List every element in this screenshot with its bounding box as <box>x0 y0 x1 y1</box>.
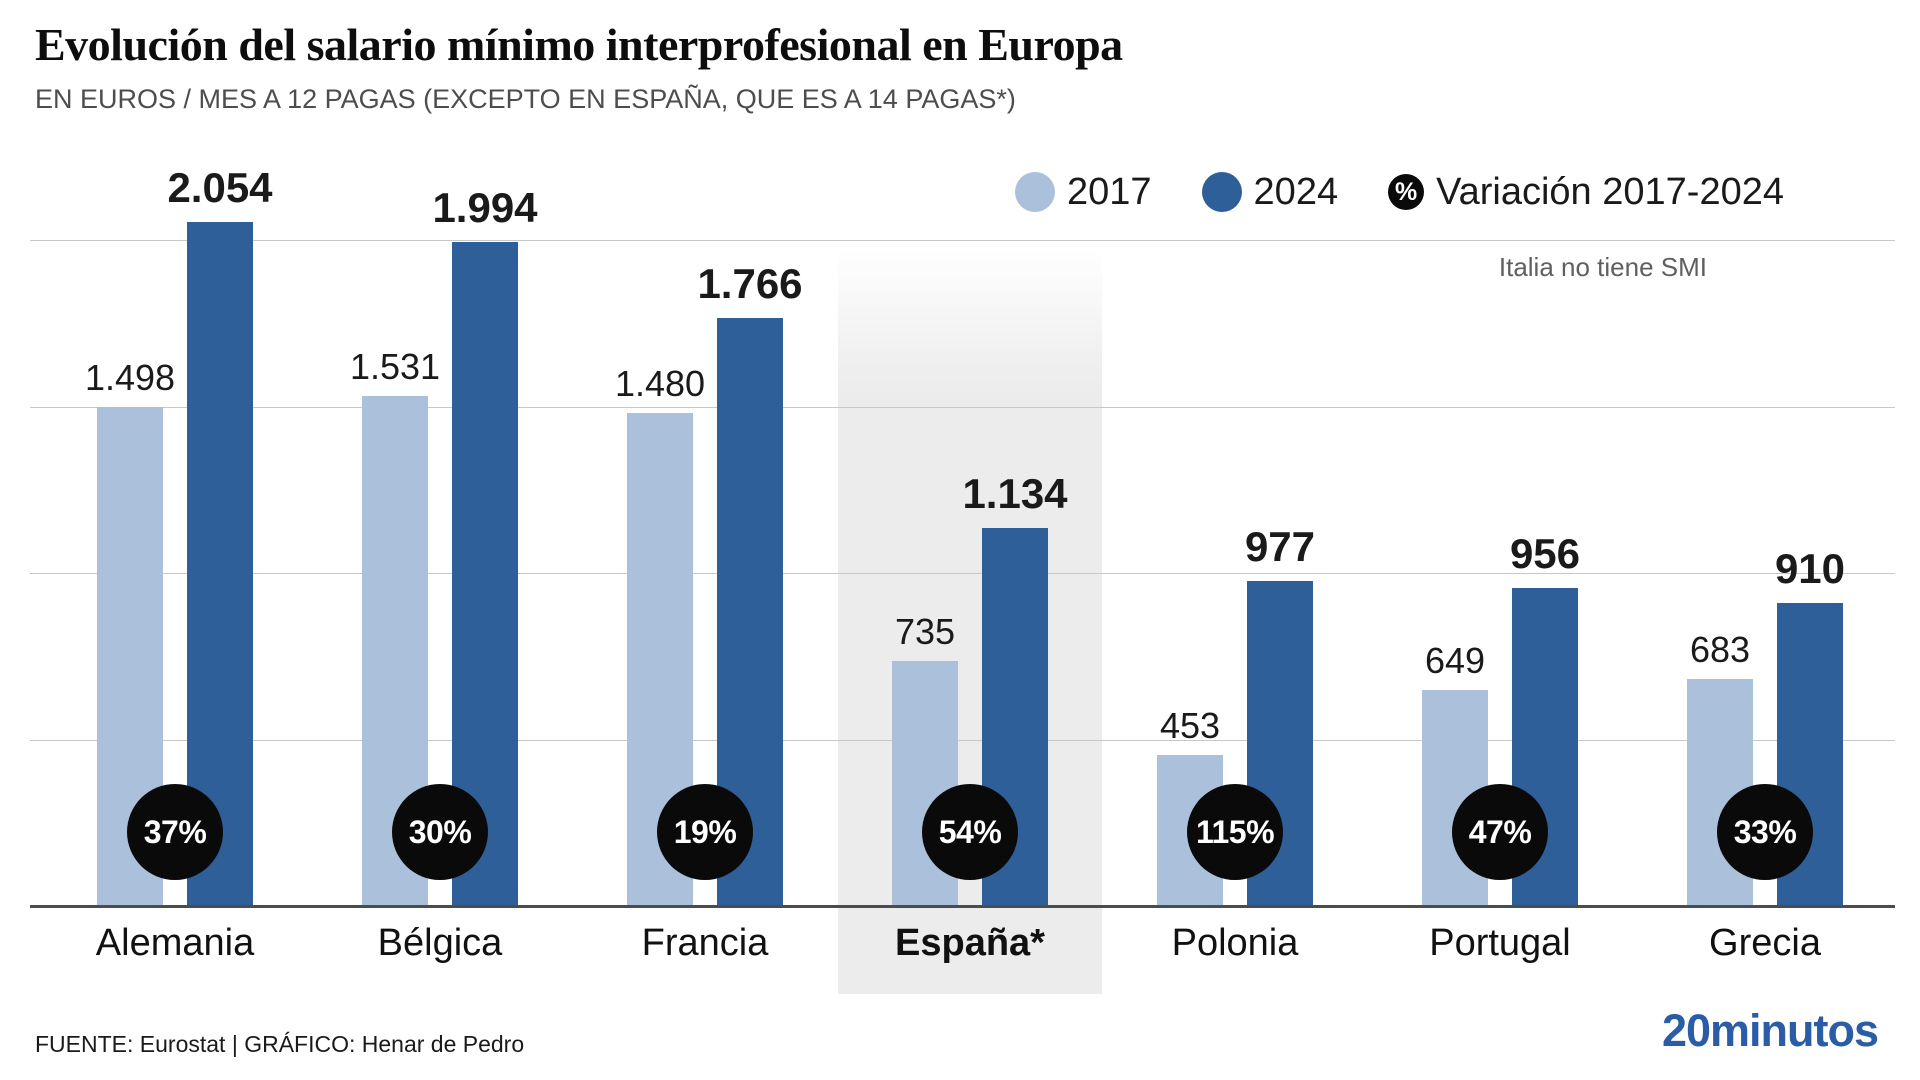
bar-group-portugal: 649 956 47% <box>1368 0 1632 906</box>
category-label-francia: Francia <box>641 922 769 964</box>
legend-label-2017: 2017 <box>1067 170 1152 213</box>
value-label-2017-alemania: 1.498 <box>84 357 176 398</box>
bar-group-grecia: 683 910 33% <box>1633 0 1897 906</box>
value-label-2024-grecia: 910 <box>1774 545 1846 592</box>
legend-dot-2024-icon <box>1201 172 1242 212</box>
gridline-1500 <box>30 407 1895 408</box>
value-label-2024-belgica: 1.994 <box>432 184 538 231</box>
bar-group-belgica: 1.531 1.994 30% <box>308 0 572 906</box>
legend: 2017 2024 % Variación 2017-2024 <box>1015 168 1784 216</box>
legend-label-2024: 2024 <box>1253 170 1339 213</box>
bar-group-alemania: 1.498 2.054 37% <box>43 0 307 906</box>
category-label-portugal: Portugal <box>1429 922 1571 964</box>
value-label-2024-polonia: 977 <box>1244 523 1316 570</box>
gridline-500 <box>30 740 1895 741</box>
legend-label-variation: Variación 2017-2024 <box>1436 170 1784 213</box>
gridline-2000 <box>30 240 1895 241</box>
legend-item-2024: 2024 <box>1201 170 1339 214</box>
value-label-2017-espana: 735 <box>894 611 956 652</box>
value-label-2017-francia: 1.480 <box>614 363 706 404</box>
x-axis-line <box>30 905 1895 908</box>
note-italia: Italia no tiene SMI <box>1498 252 1707 282</box>
variation-badge-grecia: 33% <box>1717 784 1813 880</box>
legend-dot-2017-icon <box>1015 172 1055 212</box>
page-title: Evolución del salario mínimo interprofes… <box>35 19 1123 70</box>
variation-badge-belgica: 30% <box>392 784 488 880</box>
bar-group-francia: 1.480 1.766 19% <box>573 0 837 906</box>
source-credit: FUENTE: Eurostat | GRÁFICO: Henar de Ped… <box>35 1031 525 1057</box>
variation-badge-espana: 54% <box>922 784 1018 880</box>
category-label-espana: España* <box>895 922 1045 964</box>
value-label-2017-portugal: 649 <box>1424 640 1486 681</box>
category-label-grecia: Grecia <box>1709 922 1821 964</box>
variation-badge-polonia: 115% <box>1187 784 1283 880</box>
value-label-2024-espana: 1.134 <box>962 470 1068 517</box>
variation-badge-alemania: 37% <box>127 784 223 880</box>
publisher-logo: 20minutos <box>1661 1005 1879 1056</box>
category-label-polonia: Polonia <box>1171 922 1299 964</box>
value-label-2017-grecia: 683 <box>1689 629 1751 670</box>
chart-subtitle: EN EUROS / MES A 12 PAGAS (EXCEPTO EN ES… <box>35 84 1016 114</box>
legend-item-2017: 2017 <box>1015 171 1152 214</box>
gridline-1000 <box>30 573 1895 574</box>
legend-item-variation: % Variación 2017-2024 <box>1388 171 1784 214</box>
value-label-2017-belgica: 1.531 <box>349 346 441 387</box>
category-label-belgica: Bélgica <box>377 922 503 964</box>
bar-group-espana: 735 1.134 54% <box>838 0 1102 906</box>
value-label-2024-alemania: 2.054 <box>167 164 273 211</box>
value-label-2024-portugal: 956 <box>1509 530 1581 577</box>
variation-badge-portugal: 47% <box>1452 784 1548 880</box>
category-label-alemania: Alemania <box>95 922 255 964</box>
value-label-2024-francia: 1.766 <box>697 260 803 307</box>
bar-group-polonia: 453 977 115% <box>1103 0 1367 906</box>
percent-badge-icon: % <box>1388 174 1425 210</box>
value-label-2017-polonia: 453 <box>1159 705 1221 746</box>
variation-badge-francia: 19% <box>657 784 753 880</box>
